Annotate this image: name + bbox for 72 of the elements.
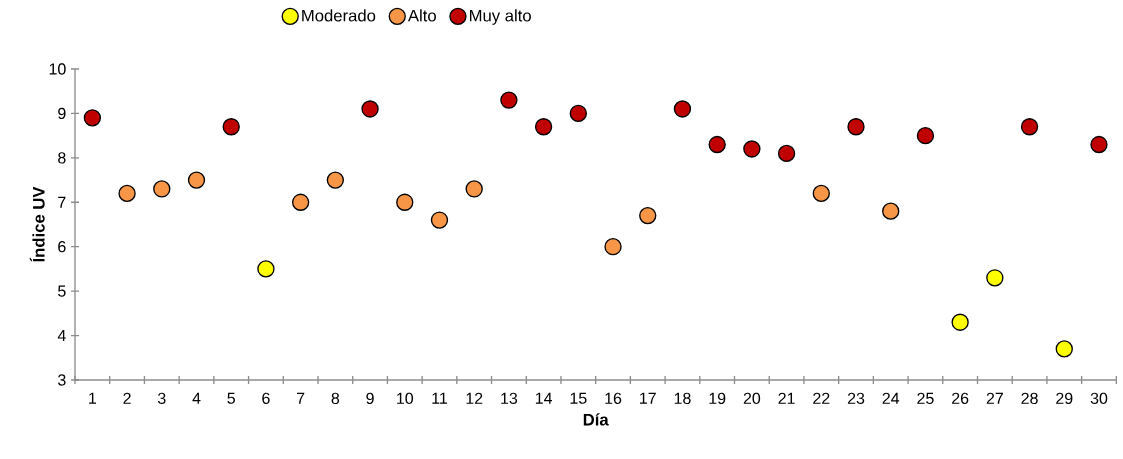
point [673, 100, 692, 118]
y-axis-title: Índice UV [29, 186, 45, 262]
y-tick-label: 7 [58, 196, 66, 208]
point [500, 91, 518, 109]
point [465, 180, 483, 198]
x-tick-label: 24 [882, 392, 900, 404]
x-tick-label: 29 [1056, 392, 1073, 405]
point [986, 269, 1004, 287]
point [257, 260, 275, 278]
point [604, 238, 622, 256]
point [534, 118, 553, 136]
point [708, 135, 726, 154]
point [1020, 118, 1039, 136]
point [812, 184, 830, 203]
x-tick-label: 10 [397, 392, 414, 405]
point [187, 171, 206, 189]
point [569, 104, 587, 123]
x-tick-label: 2 [123, 392, 131, 404]
y-tick-label: 3 [58, 374, 66, 386]
point [153, 180, 171, 198]
x-tick-label: 21 [778, 392, 795, 404]
x-tick-label: 9 [366, 392, 374, 405]
x-tick-label: 11 [432, 392, 447, 404]
y-tick-label: 8 [58, 152, 66, 164]
x-tick-label: 1 [89, 392, 97, 404]
x-tick-label: 14 [535, 392, 553, 404]
x-tick-label: 20 [743, 392, 761, 405]
point [1055, 340, 1073, 358]
y-tick-label: 9 [58, 107, 66, 120]
x-tick-label: 15 [570, 392, 587, 404]
x-tick-label: 26 [952, 392, 969, 405]
point [777, 144, 796, 163]
x-tick-label: 25 [917, 392, 934, 405]
legend-label: Muy alto [469, 9, 531, 25]
point [882, 202, 900, 220]
x-tick-label: 4 [192, 392, 201, 404]
point [118, 184, 136, 203]
y-tick-label: 4 [57, 330, 66, 342]
y-tick-label: 10 [49, 63, 66, 75]
y-tick-label: 5 [58, 285, 66, 297]
x-tick-label: 16 [605, 392, 622, 405]
x-tick-label: 12 [466, 392, 483, 404]
x-tick-label: 5 [227, 392, 235, 404]
point [951, 313, 969, 331]
y-tick-label: 6 [58, 241, 66, 253]
legend-label: Alto [407, 9, 436, 22]
point [396, 193, 414, 211]
point [361, 100, 379, 118]
point [291, 193, 310, 211]
point [430, 211, 449, 229]
point [326, 171, 345, 189]
x-tick-label: 22 [813, 392, 830, 404]
point [222, 118, 240, 136]
x-tick-label: 13 [501, 392, 518, 405]
x-tick-label: 27 [986, 392, 1003, 404]
x-tick-label: 3 [157, 392, 166, 405]
x-tick-label: 23 [847, 392, 865, 405]
point [847, 118, 865, 136]
x-tick-label: 8 [331, 392, 340, 405]
x-axis-title: Día [583, 413, 609, 426]
point [83, 109, 102, 127]
x-tick-label: 19 [709, 392, 726, 405]
legend-label: Moderado [302, 9, 376, 22]
x-tick-label: 17 [640, 392, 656, 404]
x-tick-label: 28 [1021, 392, 1038, 405]
x-tick-label: 18 [674, 392, 691, 405]
point [916, 126, 935, 145]
x-tick-label: 6 [262, 392, 270, 405]
x-tick-label: 7 [297, 392, 305, 404]
point [639, 206, 657, 225]
x-tick-label: 30 [1090, 392, 1108, 405]
point [743, 140, 761, 158]
